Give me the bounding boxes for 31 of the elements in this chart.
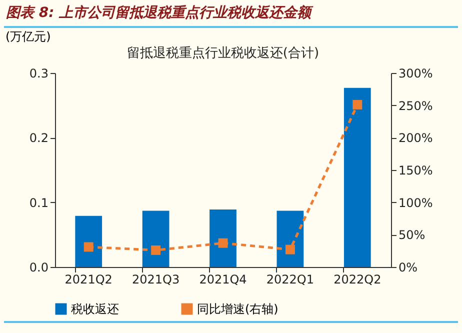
point (285, 244, 295, 254)
chart-title: 图表 8: 上市公司留抵退税重点行业税收返还金额 (5, 4, 314, 23)
y2-tick-label: 300% (398, 66, 433, 80)
x-tick-label: 2021Q2 (64, 272, 112, 286)
y2-tick-label: 250% (398, 98, 433, 113)
bar (75, 216, 102, 267)
y2-tick-label: 50% (398, 228, 426, 242)
point (352, 100, 362, 110)
x-tick-label: 2022Q2 (334, 272, 382, 286)
y-tick-label: 0.0 (29, 260, 48, 274)
legend-label: 同比增速(右轴) (197, 302, 278, 316)
x-tick-label: 2021Q4 (199, 272, 247, 286)
y2-tick-label: 100% (398, 196, 433, 210)
point (151, 245, 161, 255)
chart-subtitle: 留抵退税重点行业税收返还(合计) (126, 46, 320, 61)
y-axis-title: (万亿元) (6, 30, 51, 44)
x-tick-label: 2022Q1 (266, 272, 314, 286)
bar (276, 210, 304, 267)
y2-tick-label: 200% (398, 131, 433, 146)
point (218, 238, 228, 248)
bar (210, 209, 236, 267)
y2-tick-label: 150% (398, 164, 433, 178)
x-tick-label: 2021Q3 (132, 272, 180, 286)
y-tick-label: 0.3 (29, 66, 48, 80)
y-tick-label: 0.2 (29, 131, 48, 146)
point (84, 242, 94, 252)
legend-label: 税收返还 (71, 302, 119, 316)
bar (344, 88, 371, 267)
y-tick-label: 0.1 (29, 196, 48, 210)
bar (142, 210, 170, 267)
y2-tick-label: 0% (398, 260, 418, 274)
